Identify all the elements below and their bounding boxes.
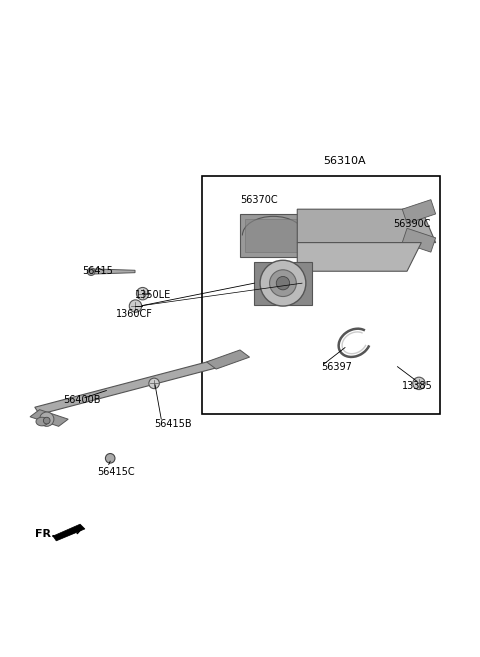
Text: 13385: 13385 (402, 381, 433, 391)
Polygon shape (30, 409, 68, 426)
Circle shape (260, 260, 306, 306)
Circle shape (136, 288, 149, 300)
Circle shape (43, 417, 50, 424)
Polygon shape (35, 359, 221, 415)
Polygon shape (297, 209, 436, 242)
Text: 56397: 56397 (321, 361, 352, 372)
Polygon shape (240, 214, 307, 257)
Polygon shape (254, 261, 312, 305)
Text: 56370C: 56370C (240, 194, 277, 204)
Polygon shape (53, 524, 85, 541)
Circle shape (413, 377, 425, 390)
Circle shape (276, 277, 289, 290)
Polygon shape (206, 350, 250, 369)
Text: 56310A: 56310A (324, 156, 366, 166)
Text: 56400B: 56400B (63, 395, 101, 405)
Polygon shape (402, 228, 436, 252)
Text: 56415: 56415 (83, 266, 113, 276)
Text: 56390C: 56390C (393, 219, 430, 229)
Bar (202, 176, 441, 415)
Polygon shape (245, 219, 302, 252)
Text: 1350LE: 1350LE (135, 290, 171, 300)
Text: 56415B: 56415B (154, 419, 192, 429)
Circle shape (270, 270, 296, 296)
Ellipse shape (36, 417, 48, 426)
Polygon shape (297, 242, 421, 271)
Circle shape (149, 378, 159, 389)
Polygon shape (92, 269, 135, 274)
Circle shape (129, 300, 142, 312)
Circle shape (39, 412, 54, 426)
Text: 56415C: 56415C (97, 466, 134, 477)
Polygon shape (402, 200, 436, 223)
Text: FR.: FR. (35, 529, 55, 539)
Circle shape (106, 453, 115, 463)
Text: 1360CF: 1360CF (116, 309, 153, 319)
Circle shape (87, 268, 95, 275)
